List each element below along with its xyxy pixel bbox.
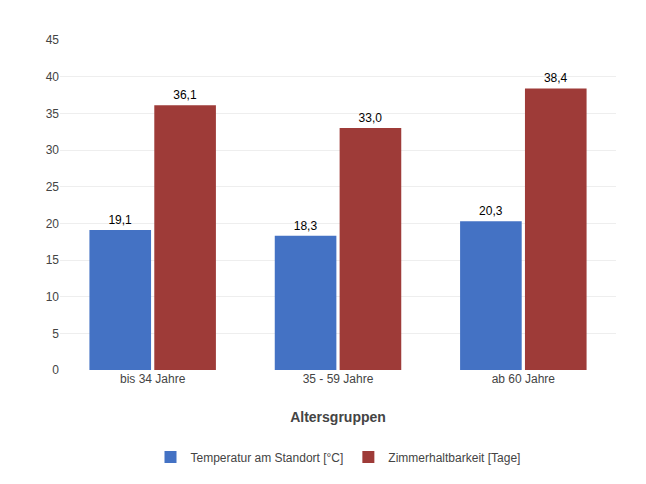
svg-text:30: 30 <box>46 143 60 157</box>
svg-text:19,1: 19,1 <box>108 213 132 227</box>
svg-text:0: 0 <box>52 363 59 377</box>
svg-text:40: 40 <box>46 70 60 84</box>
svg-text:25: 25 <box>46 180 60 194</box>
svg-text:20: 20 <box>46 217 60 231</box>
svg-text:35 - 59 Jahre: 35 - 59 Jahre <box>303 372 374 386</box>
svg-text:5: 5 <box>52 327 59 341</box>
svg-text:33,0: 33,0 <box>359 111 383 125</box>
svg-text:bis 34 Jahre: bis 34 Jahre <box>120 372 186 386</box>
svg-text:15: 15 <box>46 253 60 267</box>
svg-text:20,3: 20,3 <box>479 204 503 218</box>
svg-text:Zimmerhaltbarkeit [Tage]: Zimmerhaltbarkeit [Tage] <box>388 451 520 465</box>
svg-text:36,1: 36,1 <box>173 88 197 102</box>
svg-text:18,3: 18,3 <box>294 219 318 233</box>
svg-text:ab 60 Jahre: ab 60 Jahre <box>492 372 556 386</box>
svg-text:45: 45 <box>46 33 60 47</box>
svg-text:Temperatur am Standort [°C]: Temperatur am Standort [°C] <box>191 451 344 465</box>
svg-text:Altersgruppen: Altersgruppen <box>290 409 386 425</box>
svg-text:38,4: 38,4 <box>544 71 568 85</box>
svg-text:35: 35 <box>46 107 60 121</box>
svg-text:10: 10 <box>46 290 60 304</box>
